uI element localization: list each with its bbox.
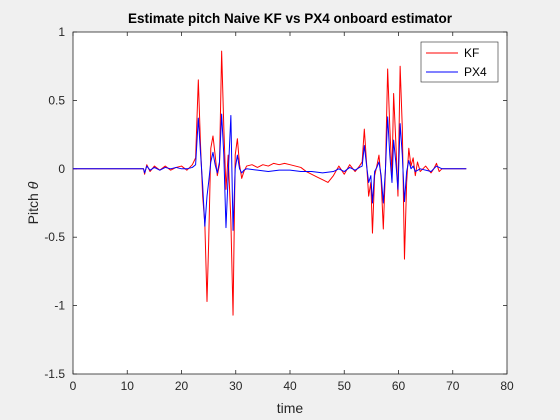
y-axis: 1 0.5 0 -0.5 -1 -1.5	[44, 25, 507, 381]
series-line-px4	[73, 113, 467, 231]
y-tick-label: 1	[58, 25, 65, 39]
y-tick-label: -1	[54, 299, 65, 313]
legend-label-kf: KF	[464, 46, 479, 60]
y-axis-label: Pitch θ	[25, 181, 41, 224]
x-axis-label: time	[277, 400, 304, 416]
x-tick-label: 30	[229, 379, 243, 393]
y-axis-label-text: Pitch	[25, 189, 41, 224]
y-tick-label: 0.5	[48, 93, 65, 107]
chart-title: Estimate pitch Naive KF vs PX4 onboard e…	[128, 11, 453, 26]
plot-area	[72, 31, 508, 375]
x-tick-label: 70	[446, 379, 460, 393]
x-axis: 0 10 20 30 40 50 60 70 80	[70, 32, 514, 393]
y-tick-label: -1.5	[44, 367, 65, 381]
series-layer	[73, 50, 467, 316]
x-tick-label: 0	[70, 379, 77, 393]
y-tick-label: -0.5	[44, 230, 65, 244]
y-axis-label-symbol: θ	[25, 181, 41, 189]
legend-label-px4: PX4	[464, 65, 487, 79]
y-tick-label: 0	[58, 162, 65, 176]
x-tick-label: 80	[500, 379, 514, 393]
x-tick-label: 50	[338, 379, 352, 393]
x-tick-label: 40	[283, 379, 297, 393]
legend-box	[420, 41, 499, 83]
x-tick-label: 10	[121, 379, 135, 393]
x-tick-label: 20	[175, 379, 189, 393]
legend: KF PX4	[420, 41, 499, 83]
x-tick-label: 60	[392, 379, 406, 393]
